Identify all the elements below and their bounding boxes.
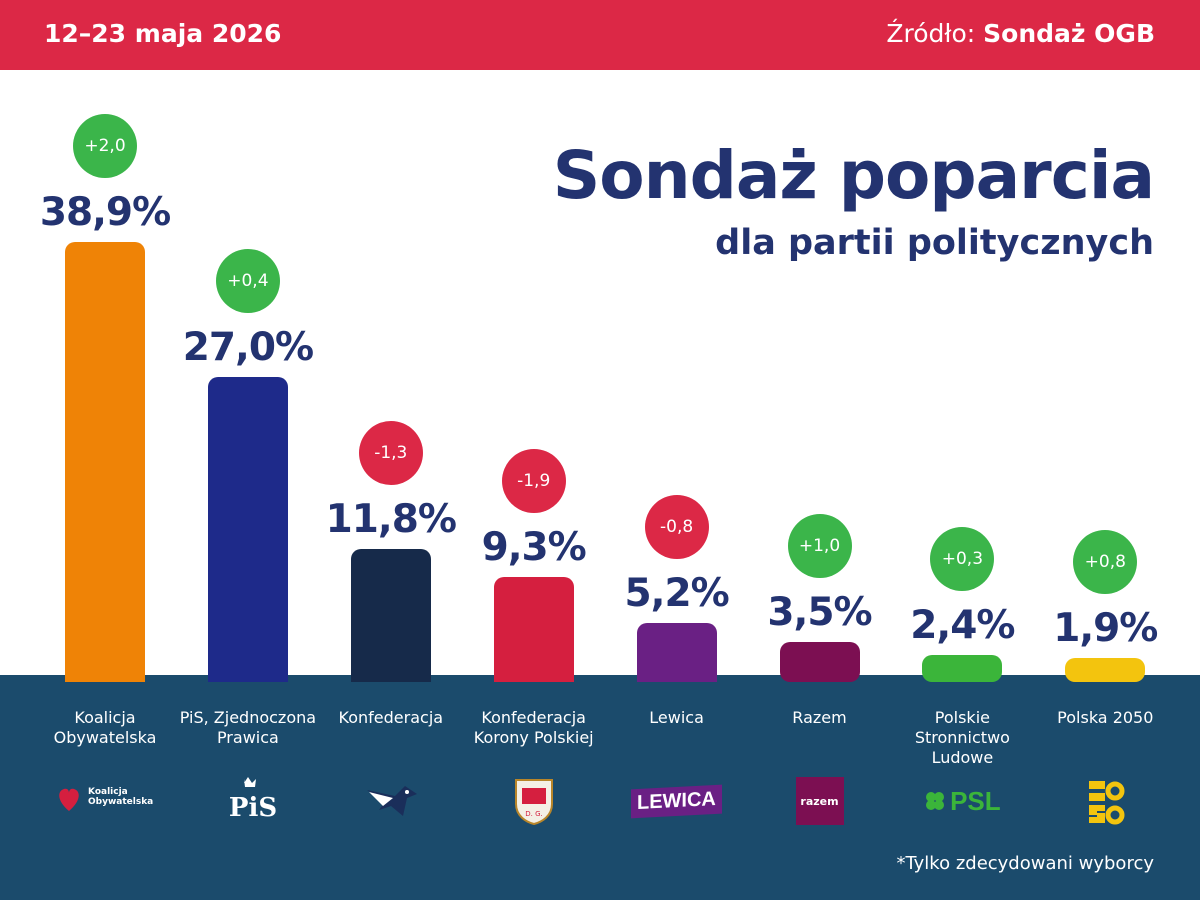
logo-text: PSL <box>950 785 1001 816</box>
category-label: Polska 2050 <box>1057 708 1154 727</box>
change-badge: +0,3 <box>930 526 995 591</box>
razem-icon: razem <box>765 773 875 829</box>
svg-text:D. G.: D. G. <box>525 810 543 818</box>
change-badge: +0,4 <box>215 248 280 313</box>
change-badge: -0,8 <box>644 495 709 560</box>
bar <box>65 242 145 682</box>
logo-text: PiS <box>228 793 278 823</box>
change-badge: -1,3 <box>358 420 423 485</box>
category-label: Razem <box>792 708 847 727</box>
poll-source: Źródło: Sondaż OGB <box>886 19 1155 48</box>
bar <box>350 548 431 682</box>
poll-date: 12–23 maja 2026 <box>44 19 282 48</box>
category-label: Koalicja Obywatelska <box>53 708 157 747</box>
source-label: Źródło: <box>886 19 976 48</box>
value-label: 2,4% <box>910 602 1015 648</box>
logo-text: Koalicja Obywatelska <box>88 787 154 807</box>
category-label: Lewica <box>649 708 704 727</box>
value-label: 1,9% <box>1053 606 1158 651</box>
polska2050-icon <box>1050 773 1160 829</box>
bar <box>779 642 860 682</box>
eagle-icon <box>336 773 446 829</box>
chart-title: Sondaż poparcia <box>552 137 1155 214</box>
source-value: Sondaż OGB <box>983 19 1155 48</box>
category-label: Konfederacja Korony Polskiej <box>473 708 594 747</box>
change-badge: -1,9 <box>501 448 566 513</box>
category-label: PiS, Zjednoczona Prawica <box>179 708 317 747</box>
value-label: 9,3% <box>481 524 587 570</box>
bar <box>207 376 288 682</box>
change-badge: +0,8 <box>1073 530 1138 594</box>
shield-icon: D. G. <box>479 773 589 829</box>
change-badge: +2,0 <box>73 114 137 178</box>
bar <box>493 576 574 682</box>
footnote: *Tylko zdecydowani wyborcy <box>896 853 1154 874</box>
header-bar: 12–23 maja 2026 Źródło: Sondaż OGB <box>0 0 1200 70</box>
bar <box>922 654 1003 682</box>
value-label: 3,5% <box>767 590 872 636</box>
category-band <box>0 675 1200 900</box>
heart-icon: Koalicja Obywatelska <box>50 773 160 829</box>
clover-icon: PSL <box>907 773 1017 829</box>
category-label: Polskie Stronnictwo Ludowe <box>914 708 1010 767</box>
change-badge: +1,0 <box>787 514 852 579</box>
logo-text: LEWICA <box>631 784 723 818</box>
chart-subtitle: dla partii politycznych <box>715 223 1154 263</box>
bar <box>636 623 717 682</box>
lewica-icon: LEWICA <box>622 773 732 829</box>
logo-text: razem <box>795 777 844 825</box>
value-label: 5,2% <box>624 571 730 617</box>
bar <box>1065 658 1146 682</box>
crown-icon: PiS <box>193 773 303 829</box>
value-label: 27,0% <box>182 324 314 370</box>
value-label: 38,9% <box>39 190 171 235</box>
value-label: 11,8% <box>325 496 457 542</box>
category-label: Konfederacja <box>338 708 444 727</box>
